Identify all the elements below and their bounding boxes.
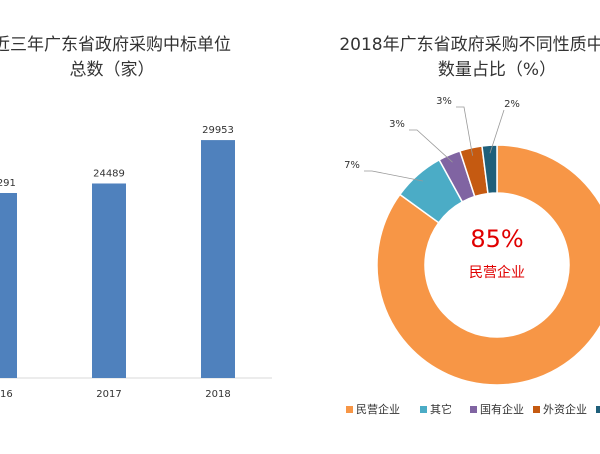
- legend-label: 民营企业: [356, 402, 400, 416]
- bar: [92, 183, 126, 378]
- data-label: 29953: [202, 125, 234, 136]
- legend-swatch: [533, 406, 540, 413]
- leader-line: [456, 106, 473, 156]
- chart-title: 近三年广东省政府采购中标单位: [0, 35, 231, 55]
- legend-label: 其它: [430, 402, 452, 416]
- slice-label: 3%: [436, 96, 452, 107]
- legend-label: 国有企业: [480, 402, 524, 416]
- slice-label: 3%: [389, 119, 405, 130]
- chart-title: 2018年广东省政府采购不同性质中标单位: [339, 35, 600, 55]
- slice-label: 2%: [504, 99, 520, 110]
- x-tick-label: 2016: [0, 389, 13, 400]
- legend-label: 外资企业: [543, 402, 587, 416]
- leader-line: [409, 129, 453, 163]
- legend-swatch: [470, 406, 477, 413]
- chart-title: 总数（家）: [70, 60, 155, 80]
- leader-line: [364, 170, 424, 182]
- center-label: 民营企业: [469, 264, 525, 281]
- legend-swatch: [596, 406, 600, 413]
- data-label: 24489: [93, 168, 125, 179]
- slice: [376, 144, 600, 386]
- center-value: 85%: [470, 225, 523, 253]
- legend-swatch: [346, 406, 353, 413]
- legend-swatch: [420, 406, 427, 413]
- bar: [201, 140, 235, 378]
- bar: [0, 193, 17, 378]
- x-tick-label: 2017: [96, 389, 121, 400]
- x-tick-label: 2018: [205, 389, 230, 400]
- leader-line: [489, 109, 505, 154]
- slice-label: 7%: [344, 160, 360, 171]
- chart-title: 数量占比（%）: [438, 60, 556, 80]
- data-label: 23291: [0, 178, 16, 189]
- slice: [481, 144, 498, 195]
